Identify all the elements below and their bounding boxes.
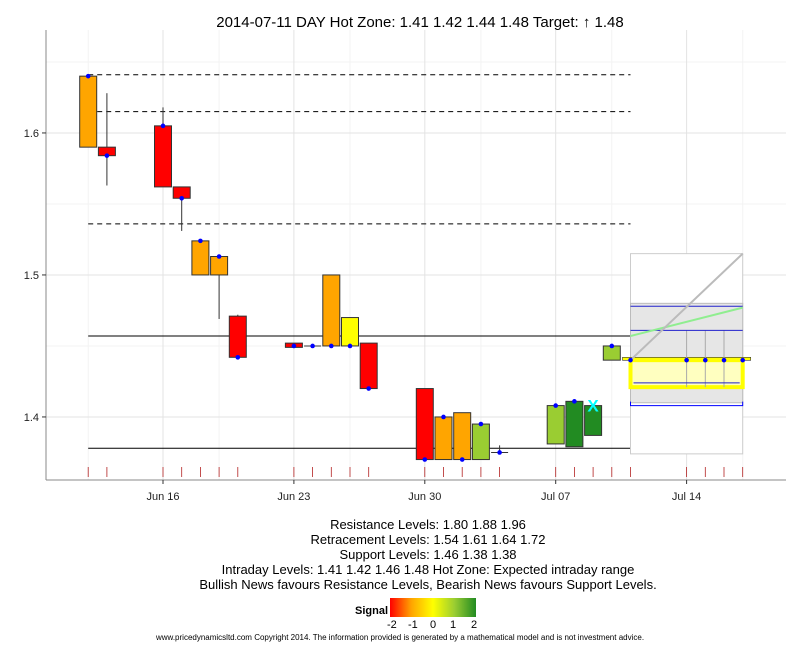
intraday-levels: Intraday Levels: 1.41 1.42 1.46 1.48 Hot… [221,562,635,577]
candle [304,343,322,349]
close-marker [310,343,315,349]
candle-body [359,342,378,390]
x-tick-label: Jun 23 [277,491,310,503]
close-marker [609,343,615,349]
forecast-marker [721,357,727,363]
candle [565,399,584,448]
forecast-bracket [630,401,744,407]
close-marker [422,457,428,462]
candle-body [471,423,490,461]
candle-body [228,315,247,358]
close-marker [347,343,353,349]
candle [491,445,509,455]
close-marker [235,355,241,360]
candle [434,414,453,461]
resistance-levels: Resistance Levels: 1.80 1.88 1.96 [330,517,526,532]
candle [97,93,116,186]
chart-title: 2014-07-11 DAY Hot Zone: 1.41 1.42 1.44 … [216,14,624,31]
candle-body [341,317,359,347]
close-marker [179,195,184,201]
legend-label: 0 [430,619,437,631]
candle [79,73,98,148]
close-marker [329,343,334,349]
y-tick-label: 1.4 [24,412,39,424]
candle-body [453,412,472,461]
y-tick-label: 1.5 [24,270,39,282]
close-marker [441,414,446,420]
candle: X [584,397,603,436]
legend-label: -2 [387,619,397,631]
price-chart: 1.4 1.5 1.6 Jun 16 Jun 23 Jun 30 Jul 07 Jul 14 X [24,30,786,503]
forecast-panel [622,252,751,455]
support-levels: Support Levels: 1.46 1.38 1.38 [339,547,517,562]
candle [453,412,472,462]
candle [191,238,210,276]
forecast-marker [740,357,745,363]
legend-label: 2 [471,619,478,631]
trend-line-gray [629,252,744,361]
candle [172,186,191,231]
close-marker [497,450,502,455]
forecast-marker [684,357,689,363]
y-tick-label: 1.6 [24,128,39,140]
candle [341,317,359,349]
close-marker [366,386,372,391]
legend-label: -1 [408,619,418,631]
candle [284,342,303,349]
x-tick-label: Jun 30 [408,491,441,503]
legend-title: Signal [355,605,389,617]
close-marker [553,403,558,408]
close-marker [478,421,484,427]
candle [154,107,172,188]
close-marker [85,73,91,79]
close-marker [459,457,465,462]
candle-body [322,274,341,347]
candle-body [191,240,210,276]
x-tick-label: Jul 07 [541,491,570,503]
candle [602,343,621,361]
x-tick-label: Jun 16 [146,491,179,503]
candle [546,403,565,445]
candle-body [79,75,98,148]
close-marker [216,254,222,259]
x-tick-label: Jul 14 [672,491,701,503]
trend-line-green [630,306,743,337]
forecast-marker [703,357,708,363]
candle-body [210,255,229,276]
candle-body [434,416,453,461]
legend-label: 1 [450,619,457,631]
candle-body [584,405,603,436]
candle [210,254,229,319]
candle [359,342,378,391]
signal-color-scale [390,598,476,617]
forecast-marker [628,357,633,363]
candle [415,388,434,462]
retracement-levels: Retracement Levels: 1.54 1.61 1.64 1.72 [310,532,546,547]
copyright-footer: www.pricedynamicsltd.com Copyright 2014.… [155,633,645,642]
close-marker [198,238,203,244]
news-note: Bullish News favours Resistance Levels, … [199,577,657,592]
candle [228,314,247,360]
candle-body [565,400,584,448]
candle-body [154,125,172,188]
candle [322,274,341,349]
close-marker [104,153,110,158]
close-marker [160,123,166,129]
cross-marker: X [587,397,599,416]
candle [471,421,490,461]
candle-body [415,388,434,461]
candle-body [546,405,565,445]
close-marker [572,399,577,404]
close-marker [291,343,297,349]
